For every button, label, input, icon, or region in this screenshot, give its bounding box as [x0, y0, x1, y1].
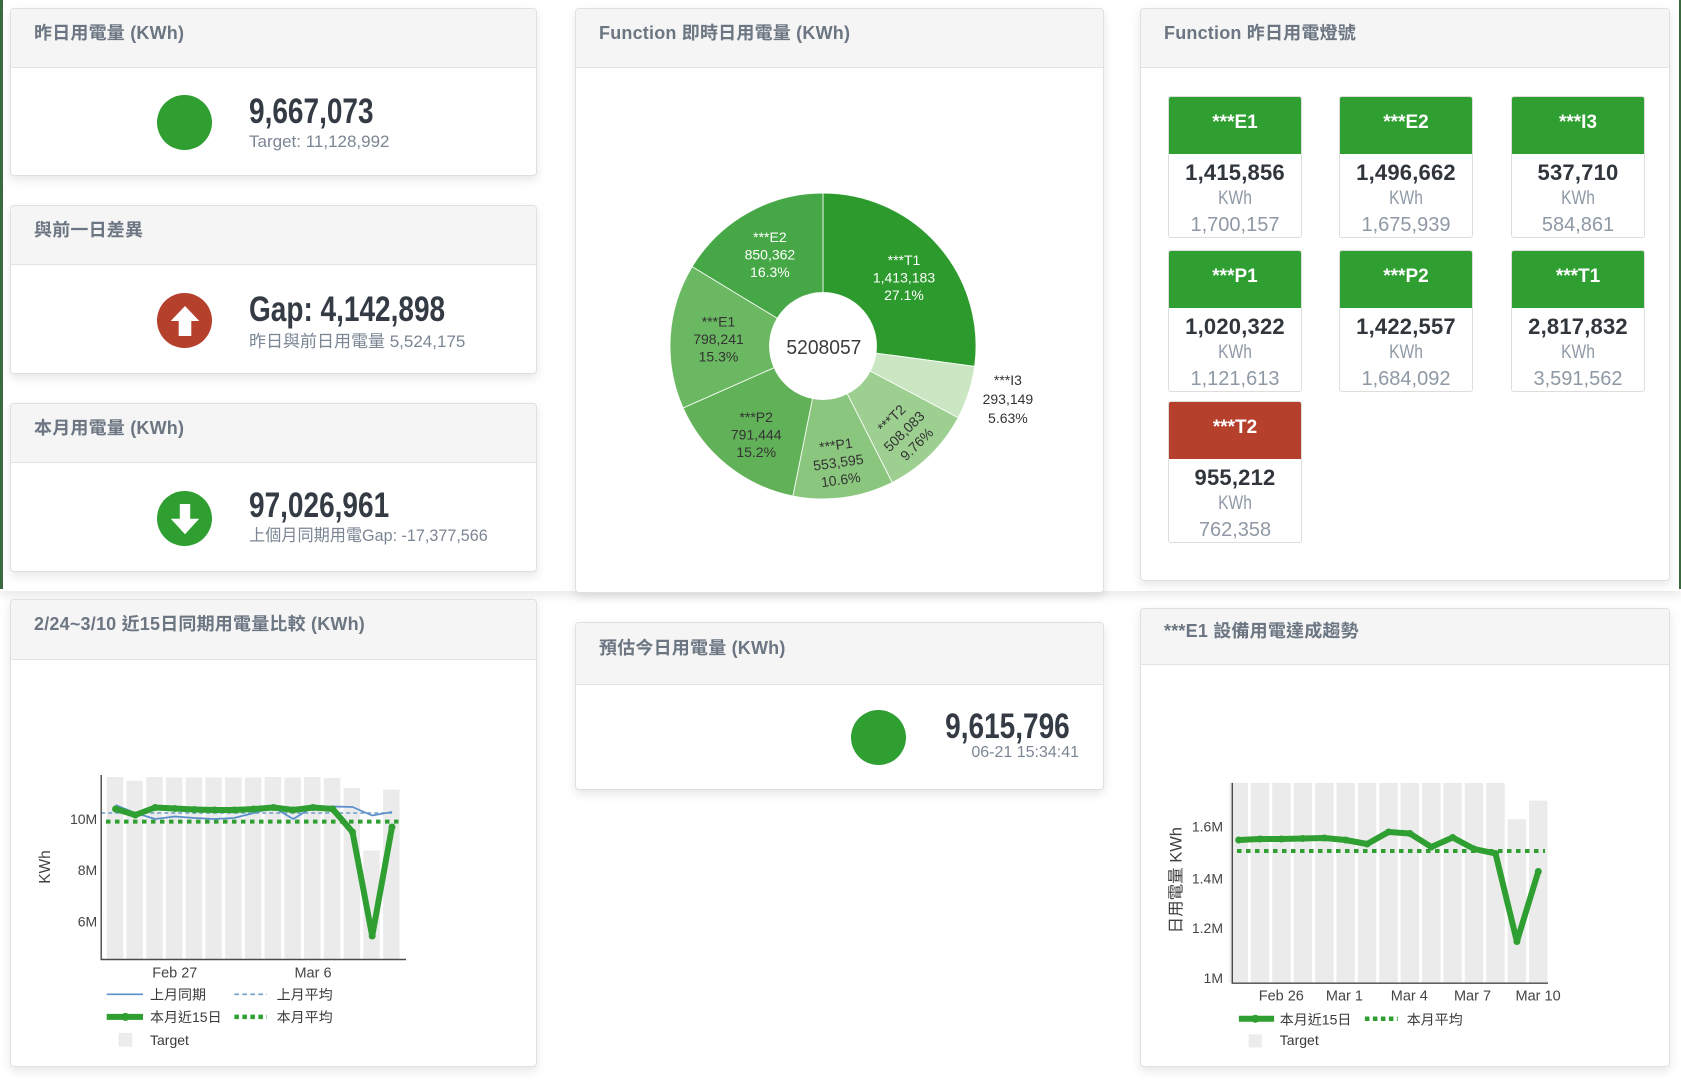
svg-text:本月近15日: 本月近15日: [150, 1009, 222, 1025]
svg-text:1.2M: 1.2M: [1192, 920, 1223, 936]
svg-text:Feb 26: Feb 26: [1259, 989, 1304, 1005]
svg-text:Mar 10: Mar 10: [1516, 989, 1561, 1005]
svg-text:上月平均: 上月平均: [277, 986, 333, 1002]
svg-text:5208057: 5208057: [786, 337, 861, 360]
svg-text:本月近15日: 本月近15日: [1280, 1012, 1352, 1028]
svg-text:10.6%: 10.6%: [820, 469, 862, 490]
svg-text:***P1: ***P1: [818, 435, 854, 455]
svg-text:上月同期: 上月同期: [150, 986, 206, 1002]
svg-text:5.63%: 5.63%: [988, 410, 1028, 426]
svg-text:本月平均: 本月平均: [1407, 1012, 1463, 1028]
svg-text:***E1: ***E1: [702, 314, 736, 330]
svg-text:***T1: ***T1: [888, 252, 921, 268]
svg-text:1,413,183: 1,413,183: [873, 270, 935, 286]
svg-text:***E2: ***E2: [753, 229, 787, 245]
svg-text:553,595: 553,595: [812, 451, 865, 474]
svg-text:27.1%: 27.1%: [884, 287, 924, 303]
svg-text:日用電量 KWh: 日用電量 KWh: [1168, 827, 1186, 933]
svg-text:***P2: ***P2: [739, 409, 773, 425]
svg-text:850,362: 850,362: [745, 247, 796, 263]
svg-text:本月平均: 本月平均: [277, 1009, 333, 1025]
svg-text:16.3%: 16.3%: [750, 264, 790, 280]
svg-text:1M: 1M: [1204, 970, 1223, 986]
svg-text:Target: Target: [1280, 1032, 1319, 1048]
svg-text:Target: Target: [150, 1032, 189, 1048]
svg-text:KWh: KWh: [37, 850, 54, 884]
svg-text:Mar 1: Mar 1: [1326, 989, 1363, 1005]
svg-text:15.2%: 15.2%: [736, 444, 776, 460]
svg-text:798,241: 798,241: [693, 331, 744, 347]
svg-text:1.6M: 1.6M: [1192, 818, 1223, 834]
svg-text:6M: 6M: [78, 913, 97, 929]
svg-text:791,444: 791,444: [731, 427, 782, 443]
svg-text:15.3%: 15.3%: [699, 349, 739, 365]
svg-text:8M: 8M: [78, 862, 97, 878]
svg-text:Mar 4: Mar 4: [1391, 989, 1428, 1005]
svg-text:10M: 10M: [70, 811, 97, 827]
svg-text:Feb 27: Feb 27: [152, 965, 197, 981]
svg-text:293,149: 293,149: [983, 391, 1034, 407]
svg-text:***I3: ***I3: [994, 372, 1022, 388]
svg-text:Mar 6: Mar 6: [294, 965, 331, 981]
svg-text:1.4M: 1.4M: [1192, 871, 1223, 887]
svg-text:Mar 7: Mar 7: [1454, 989, 1491, 1005]
